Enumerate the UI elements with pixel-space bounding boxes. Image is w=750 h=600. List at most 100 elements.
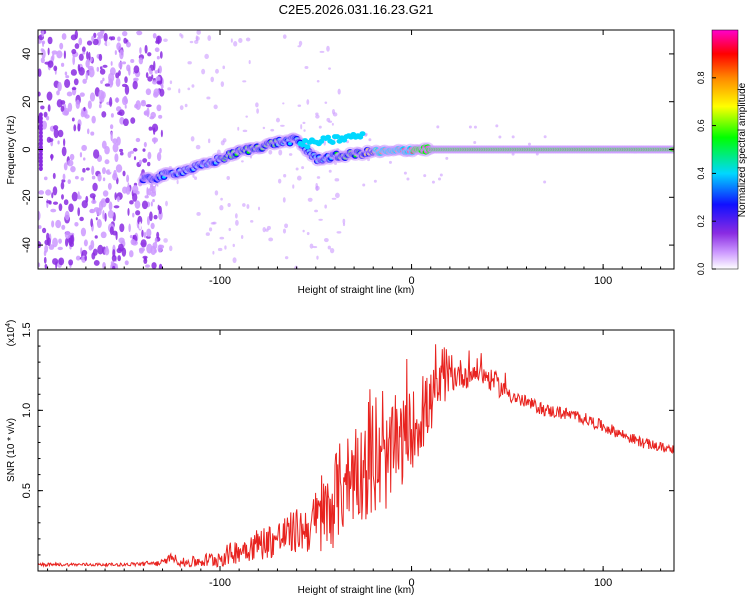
noise-blob bbox=[106, 39, 112, 49]
noise-blob bbox=[110, 61, 113, 66]
noise-blob bbox=[123, 95, 128, 103]
noise-blob bbox=[75, 255, 81, 261]
noise-blob bbox=[165, 200, 168, 207]
noise-blob bbox=[258, 206, 261, 211]
noise-blob bbox=[38, 225, 42, 229]
noise-blob bbox=[284, 223, 289, 229]
noise-blob bbox=[57, 246, 63, 251]
noise-blob bbox=[324, 101, 328, 104]
noise-blob bbox=[302, 121, 306, 125]
noise-blob bbox=[95, 217, 98, 221]
noise-blob bbox=[124, 76, 128, 84]
noise-blob bbox=[102, 210, 105, 220]
noise-blob bbox=[331, 109, 336, 115]
noise-blob bbox=[61, 146, 67, 157]
edge-streak bbox=[38, 141, 43, 147]
noise-blob bbox=[295, 167, 299, 171]
noise-blob bbox=[74, 43, 80, 49]
noise-blob bbox=[473, 140, 477, 144]
noise-blob bbox=[47, 47, 50, 56]
noise-blob bbox=[104, 212, 107, 222]
noise-blob bbox=[40, 57, 45, 64]
noise-blob bbox=[495, 124, 499, 128]
noise-blob bbox=[50, 153, 53, 161]
noise-blob bbox=[139, 221, 142, 230]
noise-blob bbox=[147, 161, 151, 167]
noise-blob bbox=[90, 239, 95, 250]
noise-blob bbox=[156, 104, 162, 112]
noise-blob bbox=[133, 156, 137, 161]
x-tick-label: 0 bbox=[408, 275, 414, 287]
noise-blob bbox=[194, 39, 199, 44]
noise-blob bbox=[113, 205, 120, 209]
noise-blob bbox=[283, 174, 287, 178]
noise-blob bbox=[133, 32, 138, 38]
noise-blob bbox=[50, 140, 54, 147]
noise-blob bbox=[82, 51, 86, 55]
noise-blob bbox=[219, 205, 224, 211]
y-tick-label: 0 bbox=[21, 146, 33, 152]
colorbar-label: Normalized spectral amplitude bbox=[737, 82, 748, 217]
noise-blob bbox=[219, 236, 225, 240]
noise-blob bbox=[63, 199, 69, 206]
noise-blob bbox=[103, 32, 108, 42]
noise-blob bbox=[152, 80, 158, 85]
noise-blob bbox=[156, 80, 163, 85]
noise-blob bbox=[127, 182, 130, 192]
noise-blob bbox=[156, 231, 160, 239]
noise-blob bbox=[117, 111, 123, 116]
noise-blob bbox=[116, 136, 121, 146]
edge-streak bbox=[38, 115, 43, 121]
noise-blob bbox=[232, 243, 235, 248]
noise-blob bbox=[97, 173, 102, 182]
noise-blob bbox=[121, 83, 128, 88]
noise-blob bbox=[45, 189, 52, 196]
noise-blob bbox=[141, 229, 144, 238]
noise-blob bbox=[102, 190, 109, 197]
svg-text:(x104): (x104) bbox=[5, 320, 17, 347]
noise-blob bbox=[315, 185, 320, 191]
noise-blob bbox=[63, 50, 66, 59]
noise-blob bbox=[159, 88, 165, 97]
noise-blob bbox=[141, 200, 148, 210]
noise-blob bbox=[108, 201, 113, 211]
noise-blob bbox=[56, 90, 60, 96]
noise-blob bbox=[423, 174, 427, 178]
noise-blob bbox=[323, 238, 329, 243]
noise-blob bbox=[212, 250, 215, 255]
noise-blob bbox=[79, 152, 83, 158]
noise-blob bbox=[157, 244, 163, 253]
noise-blob bbox=[110, 113, 114, 118]
noise-blob bbox=[83, 239, 88, 247]
noise-blob bbox=[132, 80, 138, 90]
noise-blob bbox=[158, 263, 163, 269]
noise-blob bbox=[87, 128, 90, 135]
noise-blob bbox=[149, 70, 153, 75]
noise-blob bbox=[223, 106, 227, 111]
noise-blob bbox=[152, 198, 155, 203]
noise-blob bbox=[89, 92, 96, 102]
x-tick-label: 100 bbox=[594, 577, 612, 589]
noise-blob bbox=[155, 40, 160, 44]
noise-blob bbox=[63, 138, 66, 147]
noise-blob bbox=[58, 238, 62, 244]
noise-blob bbox=[122, 118, 129, 127]
noise-blob bbox=[256, 108, 259, 114]
colorbar-tick-label: 0.2 bbox=[696, 215, 706, 228]
noise-blob bbox=[328, 169, 332, 173]
noise-blob bbox=[71, 117, 75, 122]
noise-blob bbox=[142, 148, 146, 152]
noise-blob bbox=[242, 203, 246, 207]
noise-blob bbox=[132, 192, 138, 202]
noise-blob bbox=[107, 182, 112, 190]
noise-blob bbox=[473, 125, 477, 129]
noise-blob bbox=[64, 78, 71, 88]
noise-blob bbox=[142, 158, 148, 163]
noise-blob bbox=[78, 66, 85, 76]
noise-blob bbox=[226, 176, 230, 180]
noise-blob bbox=[41, 227, 47, 234]
noise-blob bbox=[62, 110, 69, 116]
noise-blob bbox=[217, 247, 223, 252]
noise-blob bbox=[79, 92, 85, 97]
noise-blob bbox=[268, 149, 273, 155]
